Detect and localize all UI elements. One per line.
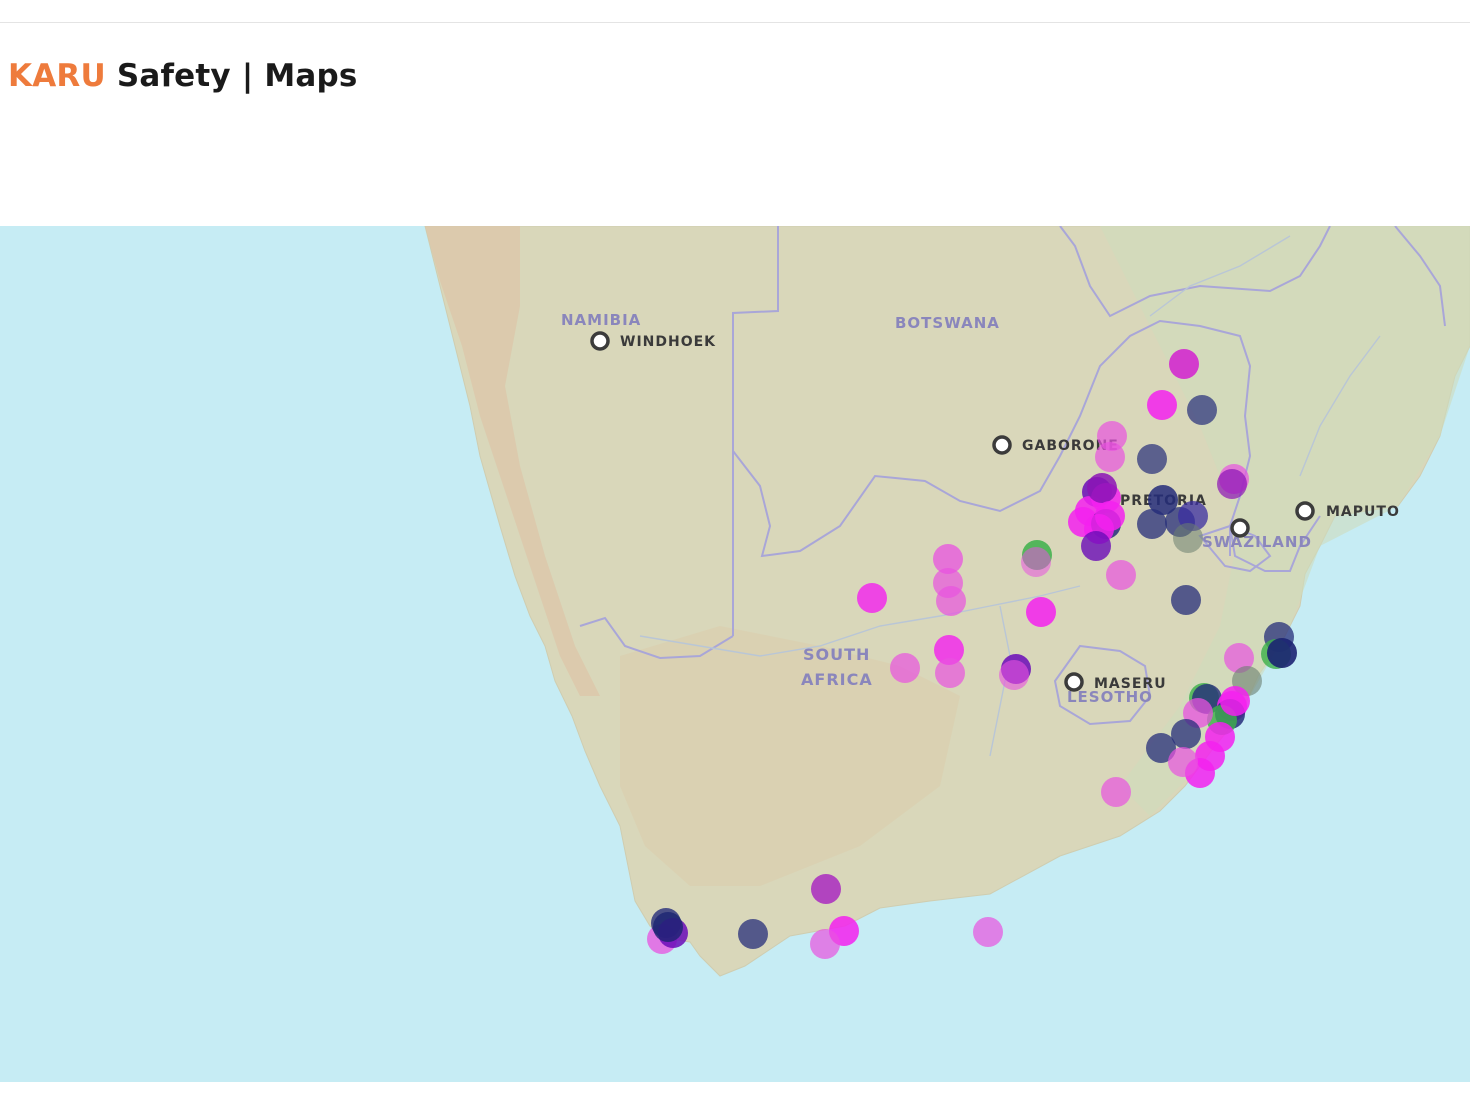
incident-marker[interactable] xyxy=(1173,523,1203,553)
incident-marker[interactable] xyxy=(1220,686,1250,716)
incident-marker[interactable] xyxy=(1087,473,1117,503)
karoo-tint xyxy=(620,626,960,886)
incident-marker[interactable] xyxy=(1148,485,1178,515)
map-canvas[interactable]: NAMIBIA BOTSWANA SOUTH AFRICA LESOTHO SW… xyxy=(0,226,1470,1082)
incident-marker[interactable] xyxy=(1137,444,1167,474)
incident-marker[interactable] xyxy=(1026,597,1056,627)
incident-marker[interactable] xyxy=(653,912,683,942)
incident-marker[interactable] xyxy=(890,653,920,683)
incident-marker[interactable] xyxy=(1169,349,1199,379)
incident-marker[interactable] xyxy=(1224,643,1254,673)
incident-marker[interactable] xyxy=(1101,777,1131,807)
country-borders xyxy=(579,226,1446,726)
incident-marker[interactable] xyxy=(933,544,963,574)
label-namibia: NAMIBIA xyxy=(561,311,641,329)
city-label-gaborone: GABORONE xyxy=(1022,438,1119,454)
incident-marker[interactable] xyxy=(1081,531,1111,561)
incident-marker[interactable] xyxy=(1106,560,1136,590)
incident-marker[interactable] xyxy=(973,917,1003,947)
incident-marker[interactable] xyxy=(935,658,965,688)
incident-marker[interactable] xyxy=(857,583,887,613)
city-marker-gaborone[interactable] xyxy=(992,435,1012,455)
incident-marker[interactable] xyxy=(738,919,768,949)
incident-marker[interactable] xyxy=(936,586,966,616)
namib-desert xyxy=(425,226,600,696)
brand-name: KARU xyxy=(8,58,106,94)
incident-marker[interactable] xyxy=(934,635,964,665)
top-divider xyxy=(0,22,1470,23)
incident-marker[interactable] xyxy=(1095,442,1125,472)
incident-markers xyxy=(647,349,1297,959)
page-title-text: Safety | Maps xyxy=(105,58,358,94)
city-label-windhoek: WINDHOEK xyxy=(620,334,716,350)
incident-marker[interactable] xyxy=(1021,547,1051,577)
incident-marker[interactable] xyxy=(1267,638,1297,668)
label-lesotho: LESOTHO xyxy=(1067,688,1153,706)
city-marker-maputo[interactable] xyxy=(1295,501,1315,521)
incident-marker[interactable] xyxy=(1217,469,1247,499)
label-swaziland: SWAZILAND xyxy=(1202,533,1312,551)
incident-marker[interactable] xyxy=(1095,501,1125,531)
label-botswana: BOTSWANA xyxy=(895,314,1000,332)
incident-marker[interactable] xyxy=(1137,509,1167,539)
label-south-africa-2: AFRICA xyxy=(801,670,873,689)
incident-marker[interactable] xyxy=(1147,390,1177,420)
incident-marker[interactable] xyxy=(811,874,841,904)
incident-map[interactable]: NAMIBIA BOTSWANA SOUTH AFRICA LESOTHO SW… xyxy=(0,226,1470,1082)
incident-marker[interactable] xyxy=(999,660,1029,690)
page-title: KARU Safety | Maps xyxy=(8,58,358,94)
city-marker-maseru[interactable] xyxy=(1064,672,1084,692)
incident-marker[interactable] xyxy=(1146,733,1176,763)
city-markers: WINDHOEK GABORONE PRETORIA MAPUTO MASERU xyxy=(590,331,1400,692)
incident-marker[interactable] xyxy=(1187,395,1217,425)
city-marker-windhoek[interactable] xyxy=(590,331,610,351)
incident-marker[interactable] xyxy=(1168,747,1198,777)
incident-marker[interactable] xyxy=(1171,585,1201,615)
label-south-africa-1: SOUTH xyxy=(803,645,870,664)
incident-marker[interactable] xyxy=(810,929,840,959)
city-label-maputo: MAPUTO xyxy=(1326,504,1400,520)
city-marker-mbabane[interactable] xyxy=(1230,518,1250,538)
incident-marker[interactable] xyxy=(1171,719,1201,749)
city-label-maseru: MASERU xyxy=(1094,676,1167,692)
